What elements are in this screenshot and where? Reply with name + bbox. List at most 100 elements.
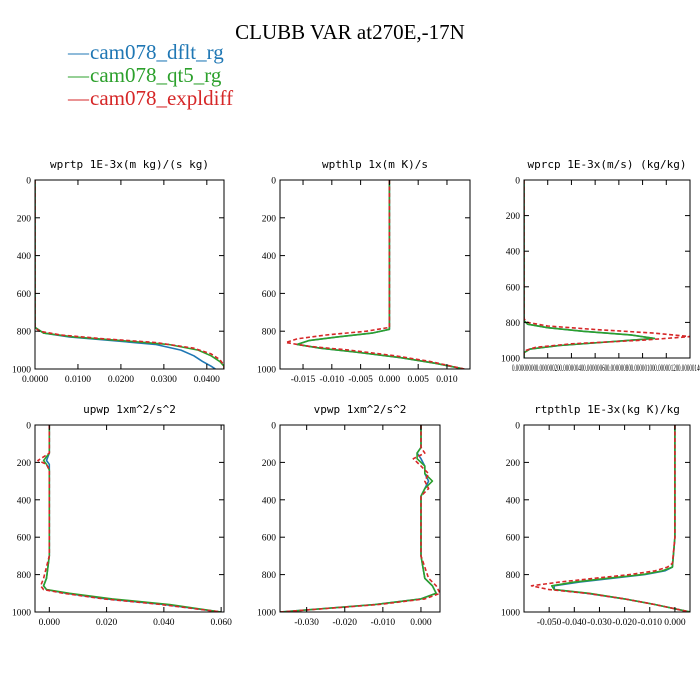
legend-label-qt5: cam078_qt5_rg — [90, 63, 222, 87]
panel-title: wprtp 1E-3x(m kg)/(s kg) — [50, 158, 209, 171]
legend-swatch-qt5: — — [67, 63, 90, 87]
x-tick-label: 0.005 — [407, 375, 429, 385]
y-tick-label: 600 — [17, 534, 32, 544]
legend-item: — cam078_qt5_rg — [67, 63, 222, 87]
y-tick-label: 0 — [26, 177, 31, 187]
series-line — [524, 180, 656, 358]
series-line — [35, 180, 224, 369]
y-tick-label: 0 — [271, 177, 276, 187]
legend-swatch-expldiff: — — [67, 86, 90, 110]
plot-frame — [523, 179, 691, 359]
x-tick-label: -0.010 — [371, 618, 396, 628]
series-line — [524, 180, 690, 358]
y-tick-label: 800 — [506, 571, 521, 581]
series-line — [280, 425, 438, 612]
x-tick-label: -0.040 — [562, 618, 587, 628]
y-tick-label: 0 — [26, 422, 31, 432]
x-tick-label: 0.040 — [153, 618, 175, 628]
y-tick-label: 0 — [515, 177, 520, 187]
y-tick-label: 600 — [262, 534, 277, 544]
y-tick-label: 1000 — [12, 609, 31, 619]
y-tick-label: 800 — [17, 328, 32, 338]
x-tick-label: 0.00000080 — [607, 364, 631, 374]
figure-title: CLUBB VAR at270E,-17N — [235, 20, 465, 44]
chart-panel: wprcp 1E-3x(m/s) (kg/kg) 0 200 400 600 800 100… — [501, 158, 700, 374]
x-tick-label: -0.030 — [294, 618, 319, 628]
legend: — cam078_dflt_rg — cam078_qt5_rg — cam07… — [67, 40, 233, 110]
y-tick-label: 600 — [506, 534, 521, 544]
y-tick-label: 400 — [506, 248, 521, 258]
x-tick-label: 0.000 — [664, 618, 686, 628]
y-tick-label: 400 — [262, 496, 277, 506]
panel-title: vpwp 1xm^2/s^2 — [314, 403, 407, 416]
series-group — [524, 180, 690, 358]
series-line — [553, 425, 690, 612]
x-tick-label: 0.00000140 — [678, 364, 700, 374]
series-group — [280, 425, 440, 612]
x-tick-label: 0.0000 — [22, 375, 48, 385]
series-line — [296, 180, 465, 369]
plot-frame — [523, 424, 691, 613]
series-line — [284, 180, 465, 369]
x-tick-label: -0.005 — [348, 375, 373, 385]
x-tick-label: 0.010 — [436, 375, 458, 385]
y-tick-label: 1000 — [257, 366, 276, 376]
series-line — [280, 425, 440, 612]
plot-frame — [34, 179, 225, 370]
chart-panel: rtpthlp 1E-3x(kg K)/kg 0 200 400 600 800 1000 -… — [501, 403, 691, 628]
x-tick-label: 0.000 — [379, 375, 401, 385]
x-tick-label: -0.010 — [637, 618, 662, 628]
x-tick-label: 0.000 — [39, 618, 61, 628]
y-tick-label: 200 — [262, 214, 277, 224]
series-line — [42, 425, 222, 612]
y-tick-label: 600 — [17, 290, 32, 300]
x-tick-label: 0.00000000 — [512, 364, 536, 374]
plot-frame — [279, 179, 471, 370]
legend-swatch-dflt: — — [67, 40, 90, 64]
x-tick-label: 0.00000020 — [536, 364, 560, 374]
x-tick-label: 0.000 — [410, 618, 432, 628]
x-tick-label: 0.060 — [210, 618, 232, 628]
x-tick-label: 0.0200 — [108, 375, 134, 385]
x-tick-label: 0.0400 — [194, 375, 220, 385]
x-tick-label: 0.0100 — [65, 375, 91, 385]
legend-label-expldiff: cam078_expldiff — [90, 86, 233, 110]
y-tick-label: 400 — [262, 252, 277, 262]
series-line — [530, 425, 690, 612]
panels: wprtp 1E-3x(m kg)/(s kg) 0 200 400 600 800 100… — [12, 158, 700, 628]
x-tick-label: 0.00000100 — [631, 364, 655, 374]
panel-title: wpthlp 1x(m K)/s — [322, 158, 428, 171]
y-tick-label: 1000 — [501, 609, 520, 619]
y-tick-label: 200 — [17, 214, 32, 224]
y-tick-label: 800 — [262, 328, 277, 338]
series-group — [35, 180, 224, 369]
y-tick-label: 200 — [506, 212, 521, 222]
x-tick-label: -0.010 — [320, 375, 345, 385]
series-line — [280, 425, 438, 612]
x-tick-label: -0.020 — [332, 618, 357, 628]
x-tick-label: 0.020 — [96, 618, 118, 628]
y-tick-label: 400 — [506, 496, 521, 506]
x-tick-label: 0.00000120 — [654, 364, 678, 374]
y-tick-label: 0 — [515, 422, 520, 432]
x-tick-label: -0.030 — [587, 618, 612, 628]
legend-label-dflt: cam078_dflt_rg — [90, 40, 224, 64]
y-tick-label: 400 — [17, 496, 32, 506]
y-tick-label: 600 — [262, 290, 277, 300]
y-tick-label: 1000 — [12, 366, 31, 376]
series-group — [284, 180, 465, 369]
plot-frame — [279, 424, 441, 613]
y-tick-label: 800 — [262, 571, 277, 581]
y-tick-label: 1000 — [501, 355, 520, 365]
chart-panel: upwp 1xm^2/s^2 0 200 400 600 800 1000 0.000 0.02… — [12, 403, 232, 628]
y-tick-label: 200 — [17, 459, 32, 469]
series-group — [37, 425, 222, 612]
y-tick-label: 0 — [271, 422, 276, 432]
series-line — [296, 180, 465, 369]
y-tick-label: 800 — [17, 571, 32, 581]
series-line — [42, 425, 222, 612]
x-tick-label: -0.050 — [537, 618, 562, 628]
chart-panel: wpthlp 1x(m K)/s02004006008001000-0.015-… — [257, 158, 471, 385]
x-tick-label: 0.00000040 — [559, 364, 583, 374]
